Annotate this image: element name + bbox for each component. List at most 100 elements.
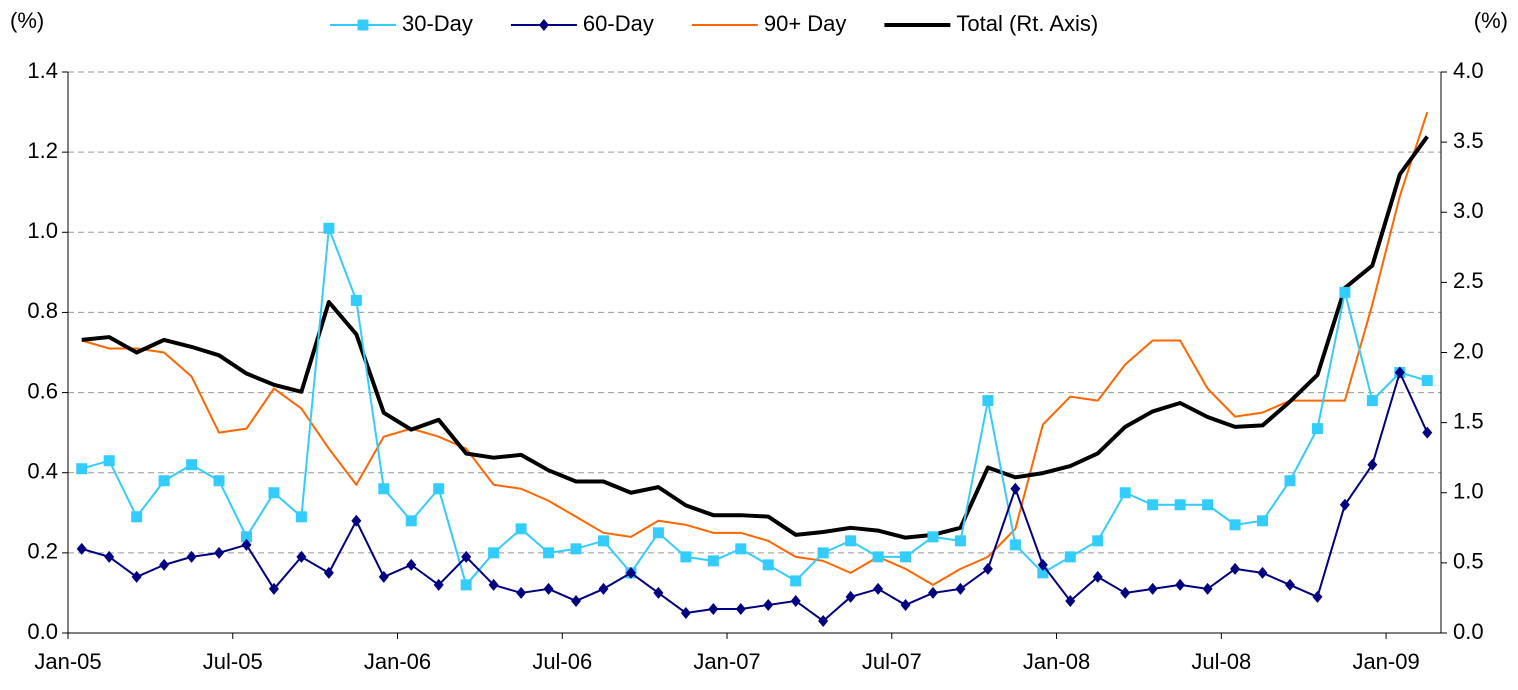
data-point xyxy=(1312,590,1323,603)
y2-tick-label: 2.5 xyxy=(1453,268,1484,293)
data-point xyxy=(1367,458,1378,471)
data-point xyxy=(1339,286,1351,298)
data-point xyxy=(543,547,555,559)
x-tick-label: Jul-07 xyxy=(862,649,922,674)
x-tick-label: Jan-09 xyxy=(1352,649,1419,674)
data-point xyxy=(1120,586,1131,599)
data-point xyxy=(1147,582,1158,595)
data-point xyxy=(1009,539,1021,551)
data-point xyxy=(982,395,994,407)
data-point xyxy=(955,582,966,595)
data-point xyxy=(1092,570,1103,583)
data-point xyxy=(900,598,911,611)
data-point xyxy=(954,535,966,547)
y-unit-label: (%) xyxy=(10,8,44,33)
y-tick-label: 0.2 xyxy=(27,539,58,564)
y2-tick-label: 3.5 xyxy=(1453,128,1484,153)
data-point xyxy=(1284,475,1296,487)
y-tick-label: 0.4 xyxy=(27,459,58,484)
data-point xyxy=(378,483,390,495)
data-point xyxy=(1065,594,1076,607)
data-point xyxy=(652,527,664,539)
x-tick-label: Jul-05 xyxy=(203,649,263,674)
data-point xyxy=(268,487,280,499)
data-point xyxy=(158,475,170,487)
data-point xyxy=(516,586,527,599)
data-point xyxy=(570,543,582,555)
data-point xyxy=(76,542,87,555)
data-point xyxy=(241,538,252,551)
data-point xyxy=(1147,499,1159,511)
data-point xyxy=(351,514,362,527)
data-point xyxy=(461,550,472,563)
legend-label: Total (Rt. Axis) xyxy=(956,11,1098,36)
data-point xyxy=(845,590,856,603)
data-point xyxy=(104,550,115,563)
data-point xyxy=(763,598,774,611)
data-point xyxy=(296,550,307,563)
y-tick-label: 0.6 xyxy=(27,378,58,403)
data-point xyxy=(762,559,774,571)
y-tick-label: 0.8 xyxy=(27,298,58,323)
y-tick-label: 1.2 xyxy=(27,138,58,163)
data-point xyxy=(1311,423,1323,435)
data-point xyxy=(680,551,692,563)
legend-marker xyxy=(357,19,369,31)
data-point xyxy=(1422,426,1433,439)
series-line xyxy=(81,371,1429,622)
data-point xyxy=(735,602,746,615)
data-point xyxy=(488,578,499,591)
data-point xyxy=(103,455,115,467)
data-point xyxy=(845,535,857,547)
data-point xyxy=(735,543,747,555)
data-point xyxy=(1230,562,1241,575)
data-point xyxy=(323,222,335,234)
data-point xyxy=(159,558,170,571)
data-point xyxy=(1010,482,1021,495)
data-point xyxy=(186,550,197,563)
data-point xyxy=(598,582,609,595)
y2-tick-label: 0.0 xyxy=(1453,619,1484,644)
data-point xyxy=(213,475,225,487)
data-point xyxy=(433,578,444,591)
y2-tick-label: 3.0 xyxy=(1453,198,1484,223)
data-point xyxy=(927,531,939,543)
data-point xyxy=(900,551,912,563)
x-tick-label: Jan-05 xyxy=(34,649,101,674)
data-point xyxy=(790,575,802,587)
data-point xyxy=(597,535,609,547)
legend-marker xyxy=(538,19,549,31)
data-point xyxy=(76,463,88,475)
series-line xyxy=(81,111,1429,586)
data-point xyxy=(1174,499,1186,511)
data-point xyxy=(323,566,334,579)
data-point xyxy=(405,515,417,527)
y2-tick-label: 2.0 xyxy=(1453,338,1484,363)
data-point xyxy=(295,511,307,523)
x-tick-label: Jul-06 xyxy=(532,649,592,674)
data-point xyxy=(488,547,500,559)
data-point xyxy=(1257,515,1269,527)
y-tick-label: 1.4 xyxy=(27,58,58,83)
data-point xyxy=(1366,395,1378,407)
data-point xyxy=(1037,558,1048,571)
data-point xyxy=(131,570,142,583)
data-point xyxy=(1175,578,1186,591)
data-point xyxy=(653,586,664,599)
data-point xyxy=(817,547,829,559)
data-point xyxy=(1421,375,1433,387)
x-tick-label: Jan-06 xyxy=(364,649,431,674)
data-point xyxy=(1339,498,1350,511)
data-point xyxy=(707,555,719,567)
data-point xyxy=(240,531,252,543)
data-point xyxy=(268,582,279,595)
data-point xyxy=(873,582,884,595)
data-point xyxy=(872,551,884,563)
x-tick-label: Jan-08 xyxy=(1023,649,1090,674)
data-point xyxy=(460,579,472,591)
y2-tick-label: 1.5 xyxy=(1453,408,1484,433)
data-point xyxy=(818,614,829,627)
y2-tick-label: 1.0 xyxy=(1453,479,1484,504)
data-point xyxy=(378,570,389,583)
